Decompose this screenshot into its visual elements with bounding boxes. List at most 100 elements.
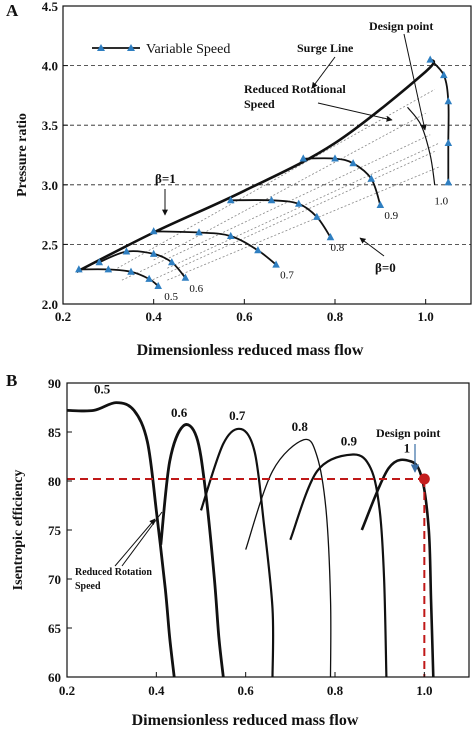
- panel-b-x-axis-label: Dimensionless reduced mass flow: [132, 712, 359, 729]
- speed-line-marker: [145, 274, 153, 282]
- speed-line-label: 0.5: [164, 291, 178, 303]
- speed-line-label: 1.0: [434, 195, 448, 207]
- panel-a-x-axis-label: Dimensionless reduced mass flow: [137, 342, 364, 359]
- speed-line-marker: [226, 231, 235, 239]
- speed-line-marker: [326, 233, 335, 241]
- x-tick-label: 0.2: [59, 683, 75, 698]
- efficiency-line-label: 0.7: [229, 408, 246, 423]
- surge-line: [76, 58, 436, 273]
- annotation-beta-0: β=0: [375, 260, 396, 275]
- y-tick-label: 4.0: [42, 59, 58, 74]
- speed-line-marker: [254, 246, 262, 254]
- speed-line-label: 0.9: [384, 210, 398, 222]
- x-tick-label: 0.2: [55, 309, 71, 324]
- speed-line-marker: [299, 154, 308, 162]
- panel-b-design-point: [67, 473, 430, 677]
- x-tick-label: 0.8: [327, 683, 344, 698]
- panel-a-speed-lines: 0.5 0.6 0.7 0.8 0.9 1.0: [75, 55, 453, 303]
- y-tick-label: 4.5: [42, 0, 59, 14]
- beta-line: [167, 166, 440, 281]
- efficiency-line-label: 0.6: [171, 405, 188, 420]
- panel-a-label: A: [6, 1, 19, 20]
- speed-line-marker: [154, 281, 162, 290]
- x-tick-label: 0.4: [148, 683, 165, 698]
- speed-line-marker: [444, 138, 453, 147]
- speed-line-marker: [444, 178, 453, 186]
- panel-b: B 0.5 0.6 0.7 0.8 0.9 1 0.2 0.4 0.6 0.8 1.0 60 65 70…: [6, 371, 470, 729]
- panel-a-grid: [63, 65, 471, 245]
- speed-line-marker: [226, 196, 235, 204]
- design-point-marker: [418, 473, 430, 485]
- panel-b-label: B: [6, 371, 17, 390]
- speed-line-marker: [376, 200, 385, 209]
- beta-line: [117, 89, 435, 269]
- panel-b-ticks: 0.2 0.4 0.6 0.8 1.0 60 65 70 75 80 85 90: [48, 376, 432, 698]
- legend-label: Variable Speed: [146, 42, 230, 57]
- efficiency-line-label: 1: [404, 440, 411, 455]
- annotation-reduced-rotational: Reduced Rotational: [244, 82, 346, 96]
- speed-line-marker: [127, 267, 135, 275]
- speed-line-marker: [313, 212, 321, 220]
- panel-a-y-axis-label: Pressure ratio: [15, 113, 30, 197]
- x-tick-label: 1.0: [416, 683, 432, 698]
- annotation-beta-1: β=1: [155, 171, 176, 186]
- speed-line-label: 0.6: [189, 283, 203, 295]
- speed-line-marker: [267, 196, 276, 204]
- y-tick-label: 3.5: [42, 118, 59, 133]
- speed-line-marker: [122, 247, 131, 255]
- speed-line-marker: [426, 55, 434, 63]
- reduced-rotation-arrow-1: [114, 518, 156, 567]
- beta-line: [153, 112, 426, 261]
- speed-line-marker: [195, 228, 203, 236]
- x-tick-label: 0.4: [146, 309, 163, 324]
- efficiency-line-0.6: [159, 423, 225, 678]
- annotation-reduced-rotation-speed: Speed: [75, 581, 101, 592]
- speed-line-marker: [168, 258, 176, 266]
- x-tick-label: 0.8: [327, 309, 344, 324]
- x-tick-label: 0.6: [238, 683, 255, 698]
- panel-a-ticks: 0.2 0.4 0.6 0.8 1.0 2.0 2.5 3.0 3.5 4.0 4.5: [42, 0, 434, 324]
- beta-line: [148, 151, 435, 282]
- speed-line-label: 0.8: [330, 242, 344, 254]
- panel-a: A 0.5 0.6 0.7 0.8 0.9 1.0 0.2 0.4 0.6 0.8 1.0 2.0 2…: [6, 0, 472, 359]
- efficiency-line-0.8: [245, 438, 332, 678]
- speed-line-marker: [331, 154, 339, 162]
- speed-line-marker: [149, 249, 158, 257]
- y-tick-label: 2.5: [42, 237, 59, 252]
- annotation-speed: Speed: [244, 97, 275, 111]
- annotation-surge-line: Surge Line: [297, 41, 354, 55]
- efficiency-line-0.9: [289, 453, 388, 678]
- annotation-design-point: Design point: [369, 19, 433, 33]
- speed-line-marker: [349, 159, 357, 167]
- x-tick-label: 0.6: [236, 309, 253, 324]
- speed-line-marker: [75, 265, 83, 273]
- speed-line-0.5: [78, 268, 159, 287]
- efficiency-line-label: 0.9: [341, 434, 358, 449]
- y-tick-label: 80: [48, 474, 61, 489]
- beta-line: [121, 134, 431, 281]
- panel-b-y-axis-label: Isentropic efficiency: [11, 470, 26, 591]
- beta-0-arrow: [359, 237, 385, 257]
- speed-line-marker: [181, 273, 190, 281]
- speed-line-marker: [367, 174, 376, 182]
- panel-b-efficiency-lines: 0.5 0.6 0.7 0.8 0.9 1: [66, 382, 435, 678]
- efficiency-line-1: [360, 458, 435, 678]
- annotation-design-point-b: Design point: [376, 426, 440, 440]
- legend-marker: [97, 44, 105, 51]
- annotation-reduced-rotation: Reduced Rotation: [75, 567, 152, 578]
- y-tick-label: 65: [48, 621, 62, 636]
- speed-line-marker: [440, 70, 448, 79]
- legend-marker: [127, 44, 135, 51]
- y-tick-label: 90: [48, 376, 61, 391]
- design-point-arrow: [403, 33, 427, 131]
- y-tick-label: 75: [48, 523, 62, 538]
- efficiency-line-0.7: [199, 427, 275, 678]
- y-tick-label: 3.0: [42, 178, 58, 193]
- speed-line-marker: [294, 199, 303, 207]
- speed-line-marker: [272, 260, 280, 268]
- panel-a-plot-frame: [62, 5, 472, 305]
- reduced-rotation-arrow-2: [121, 511, 163, 567]
- design-speed-line: [407, 106, 436, 185]
- speed-line-marker: [149, 227, 158, 235]
